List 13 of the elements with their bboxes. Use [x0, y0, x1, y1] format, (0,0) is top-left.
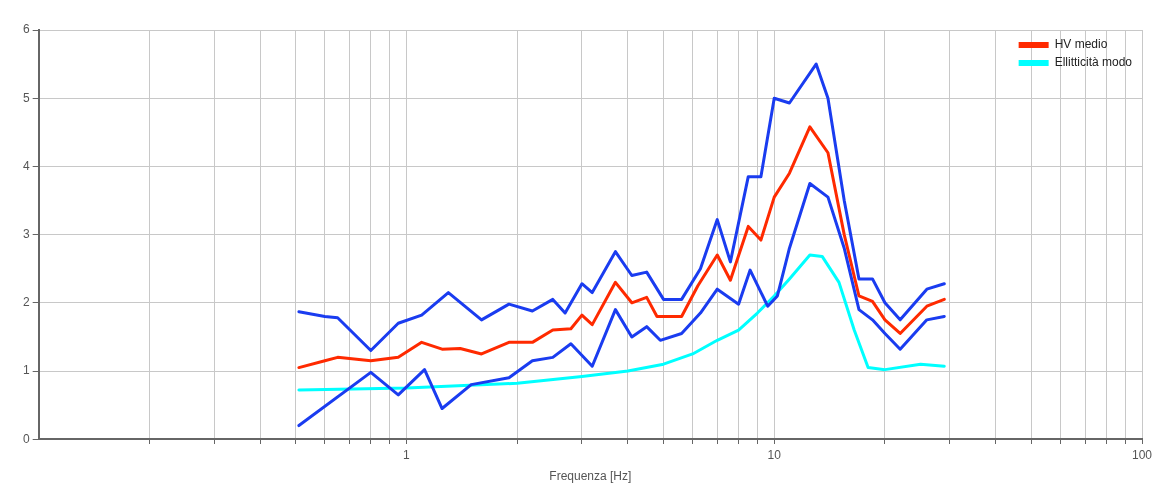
y-tick-label: 4 [22, 158, 30, 173]
legend-label: Ellitticità modo [1054, 55, 1133, 70]
x-axis-title: Frequenza [Hz] [549, 469, 632, 484]
y-tick-label: 0 [22, 431, 30, 446]
x-tick-label: 1 [403, 447, 411, 462]
y-tick-label: 1 [22, 363, 30, 378]
x-tick-label: 100 [1131, 447, 1153, 462]
y-tick-label: 2 [22, 295, 30, 310]
legend-label: HV medio [1054, 37, 1108, 52]
y-tick-label: 5 [22, 90, 30, 105]
x-tick-label: 10 [767, 447, 782, 462]
y-tick-label: 3 [22, 226, 30, 241]
y-tick-label: 6 [22, 22, 30, 37]
